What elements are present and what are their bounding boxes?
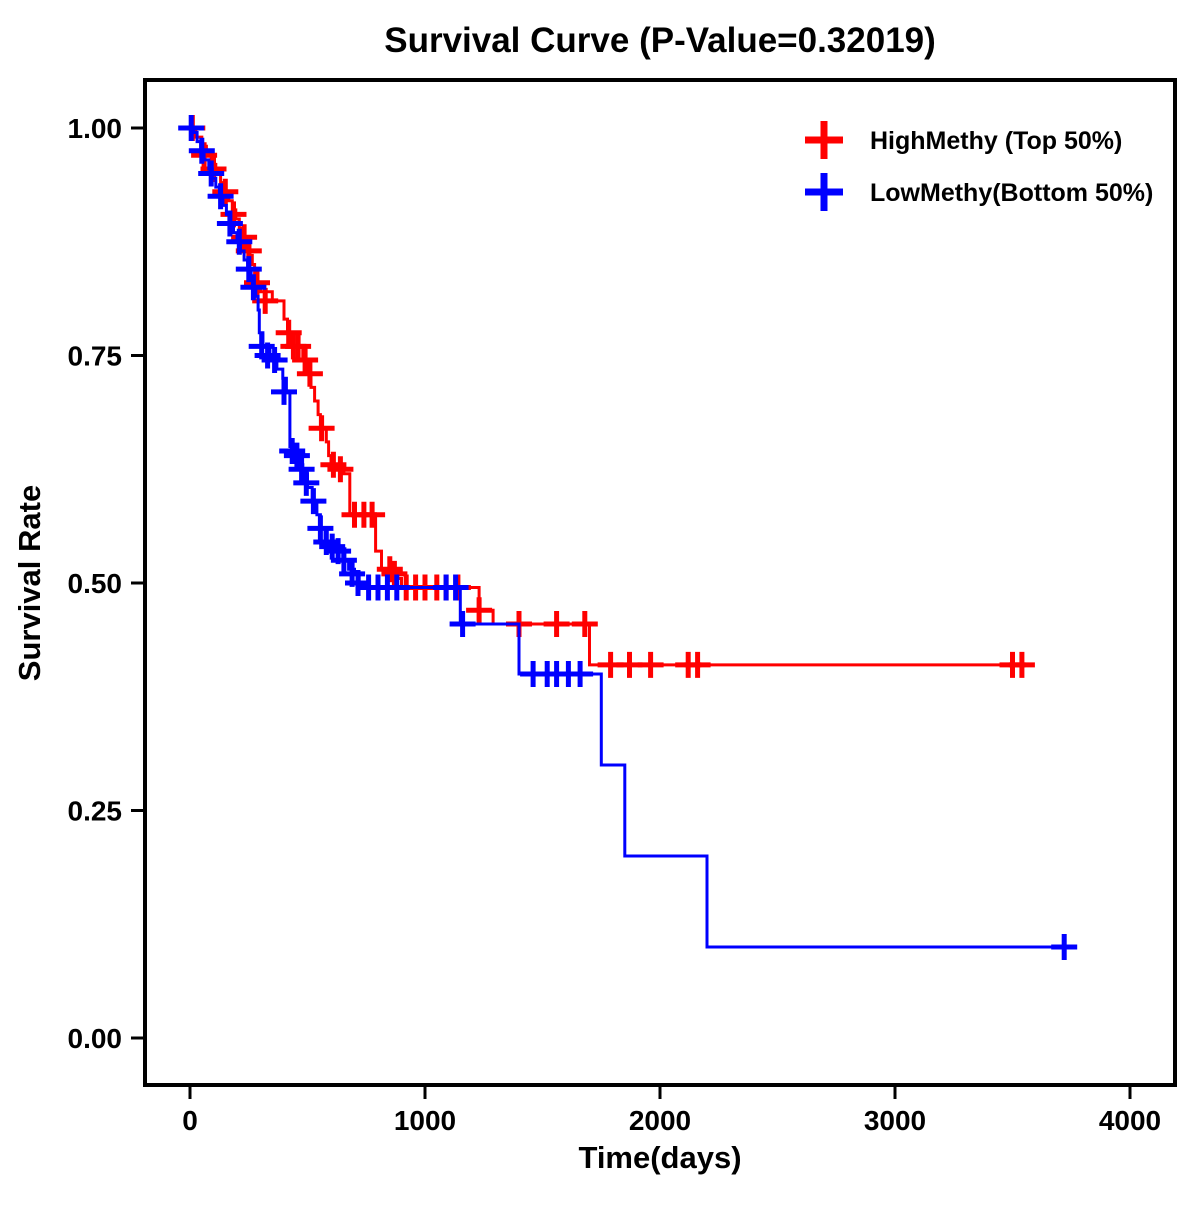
censor-mark-lowmethy	[383, 574, 410, 601]
x-axis-label: Time(days)	[578, 1140, 741, 1175]
legend-label-lowmethy: LowMethy(Bottom 50%)	[870, 179, 1153, 207]
censor-mark-highmethy	[296, 360, 323, 387]
censor-mark-lowmethy	[442, 574, 469, 601]
censor-mark-lowmethy	[283, 442, 310, 469]
censor-mark-lowmethy	[188, 137, 215, 164]
censor-mark-highmethy	[292, 347, 319, 373]
curves-layer	[178, 115, 1078, 960]
y-axis-label: Survival Rate	[12, 485, 47, 681]
y-tick-label: 0.50	[68, 568, 123, 599]
censor-mark-lowmethy	[300, 488, 327, 515]
censor-mark-highmethy	[543, 611, 570, 637]
censor-mark-lowmethy	[288, 456, 315, 483]
x-axis: 0 1000 2000 3000 4000	[182, 1085, 1161, 1136]
censor-mark-lowmethy	[226, 228, 253, 255]
y-tick-label: 0.75	[68, 341, 123, 372]
x-tick-label: 0	[182, 1105, 198, 1136]
y-tick-label: 1.00	[68, 113, 123, 144]
censor-mark-highmethy	[231, 224, 258, 251]
censor-mark-highmethy	[637, 651, 664, 678]
censor-mark-lowmethy	[307, 515, 334, 542]
censor-mark-highmethy	[212, 178, 239, 205]
censor-mark-lowmethy	[293, 469, 320, 496]
censor-mark-highmethy	[327, 456, 354, 483]
censor-mark-highmethy	[308, 415, 335, 442]
censor-mark-highmethy	[1008, 651, 1035, 678]
censor-mark-highmethy	[275, 319, 302, 346]
legend-marker-icon-highmethy	[805, 121, 843, 159]
censor-mark-lowmethy	[240, 274, 267, 301]
censor-mark-lowmethy	[261, 347, 288, 373]
censor-mark-lowmethy	[567, 661, 594, 687]
censor-mark-highmethy	[252, 287, 279, 314]
y-axis: 0.00 0.25 0.50 0.75 1.00	[68, 113, 145, 1054]
censor-mark-lowmethy	[279, 438, 306, 464]
censor-mark-lowmethy	[271, 378, 297, 405]
y-tick-label: 0.00	[68, 1023, 123, 1054]
censor-mark-lowmethy	[235, 256, 262, 283]
censor-mark-lowmethy	[178, 115, 205, 141]
censor-mark-lowmethy	[216, 210, 243, 237]
x-tick-label: 2000	[629, 1105, 691, 1136]
censor-mark-lowmethy	[198, 160, 225, 187]
legend-label-highmethy: HighMethy (Top 50%)	[870, 127, 1122, 155]
censor-mark-highmethy	[684, 651, 711, 678]
censor-mark-lowmethy	[319, 533, 346, 560]
x-tick-label: 4000	[1099, 1105, 1161, 1136]
x-tick-label: 3000	[864, 1105, 926, 1136]
censor-mark-highmethy	[466, 597, 493, 624]
x-tick-label: 1000	[394, 1105, 456, 1136]
legend: HighMethy (Top 50%) LowMethy(Bottom 50%)	[805, 121, 1153, 211]
chart-title: Survival Curve (P-Value=0.32019)	[384, 21, 936, 60]
plot-border	[143, 78, 1177, 1087]
censor-mark-lowmethy	[330, 547, 357, 574]
censor-mark-highmethy	[571, 611, 598, 637]
censor-mark-lowmethy	[1051, 934, 1078, 960]
censor-mark-highmethy	[359, 501, 386, 528]
legend-marker-icon-lowmethy	[805, 173, 843, 211]
censor-mark-lowmethy	[207, 183, 234, 210]
y-tick-label: 0.25	[68, 796, 123, 827]
censor-mark-lowmethy	[449, 611, 476, 637]
censor-mark-highmethy	[285, 333, 312, 360]
